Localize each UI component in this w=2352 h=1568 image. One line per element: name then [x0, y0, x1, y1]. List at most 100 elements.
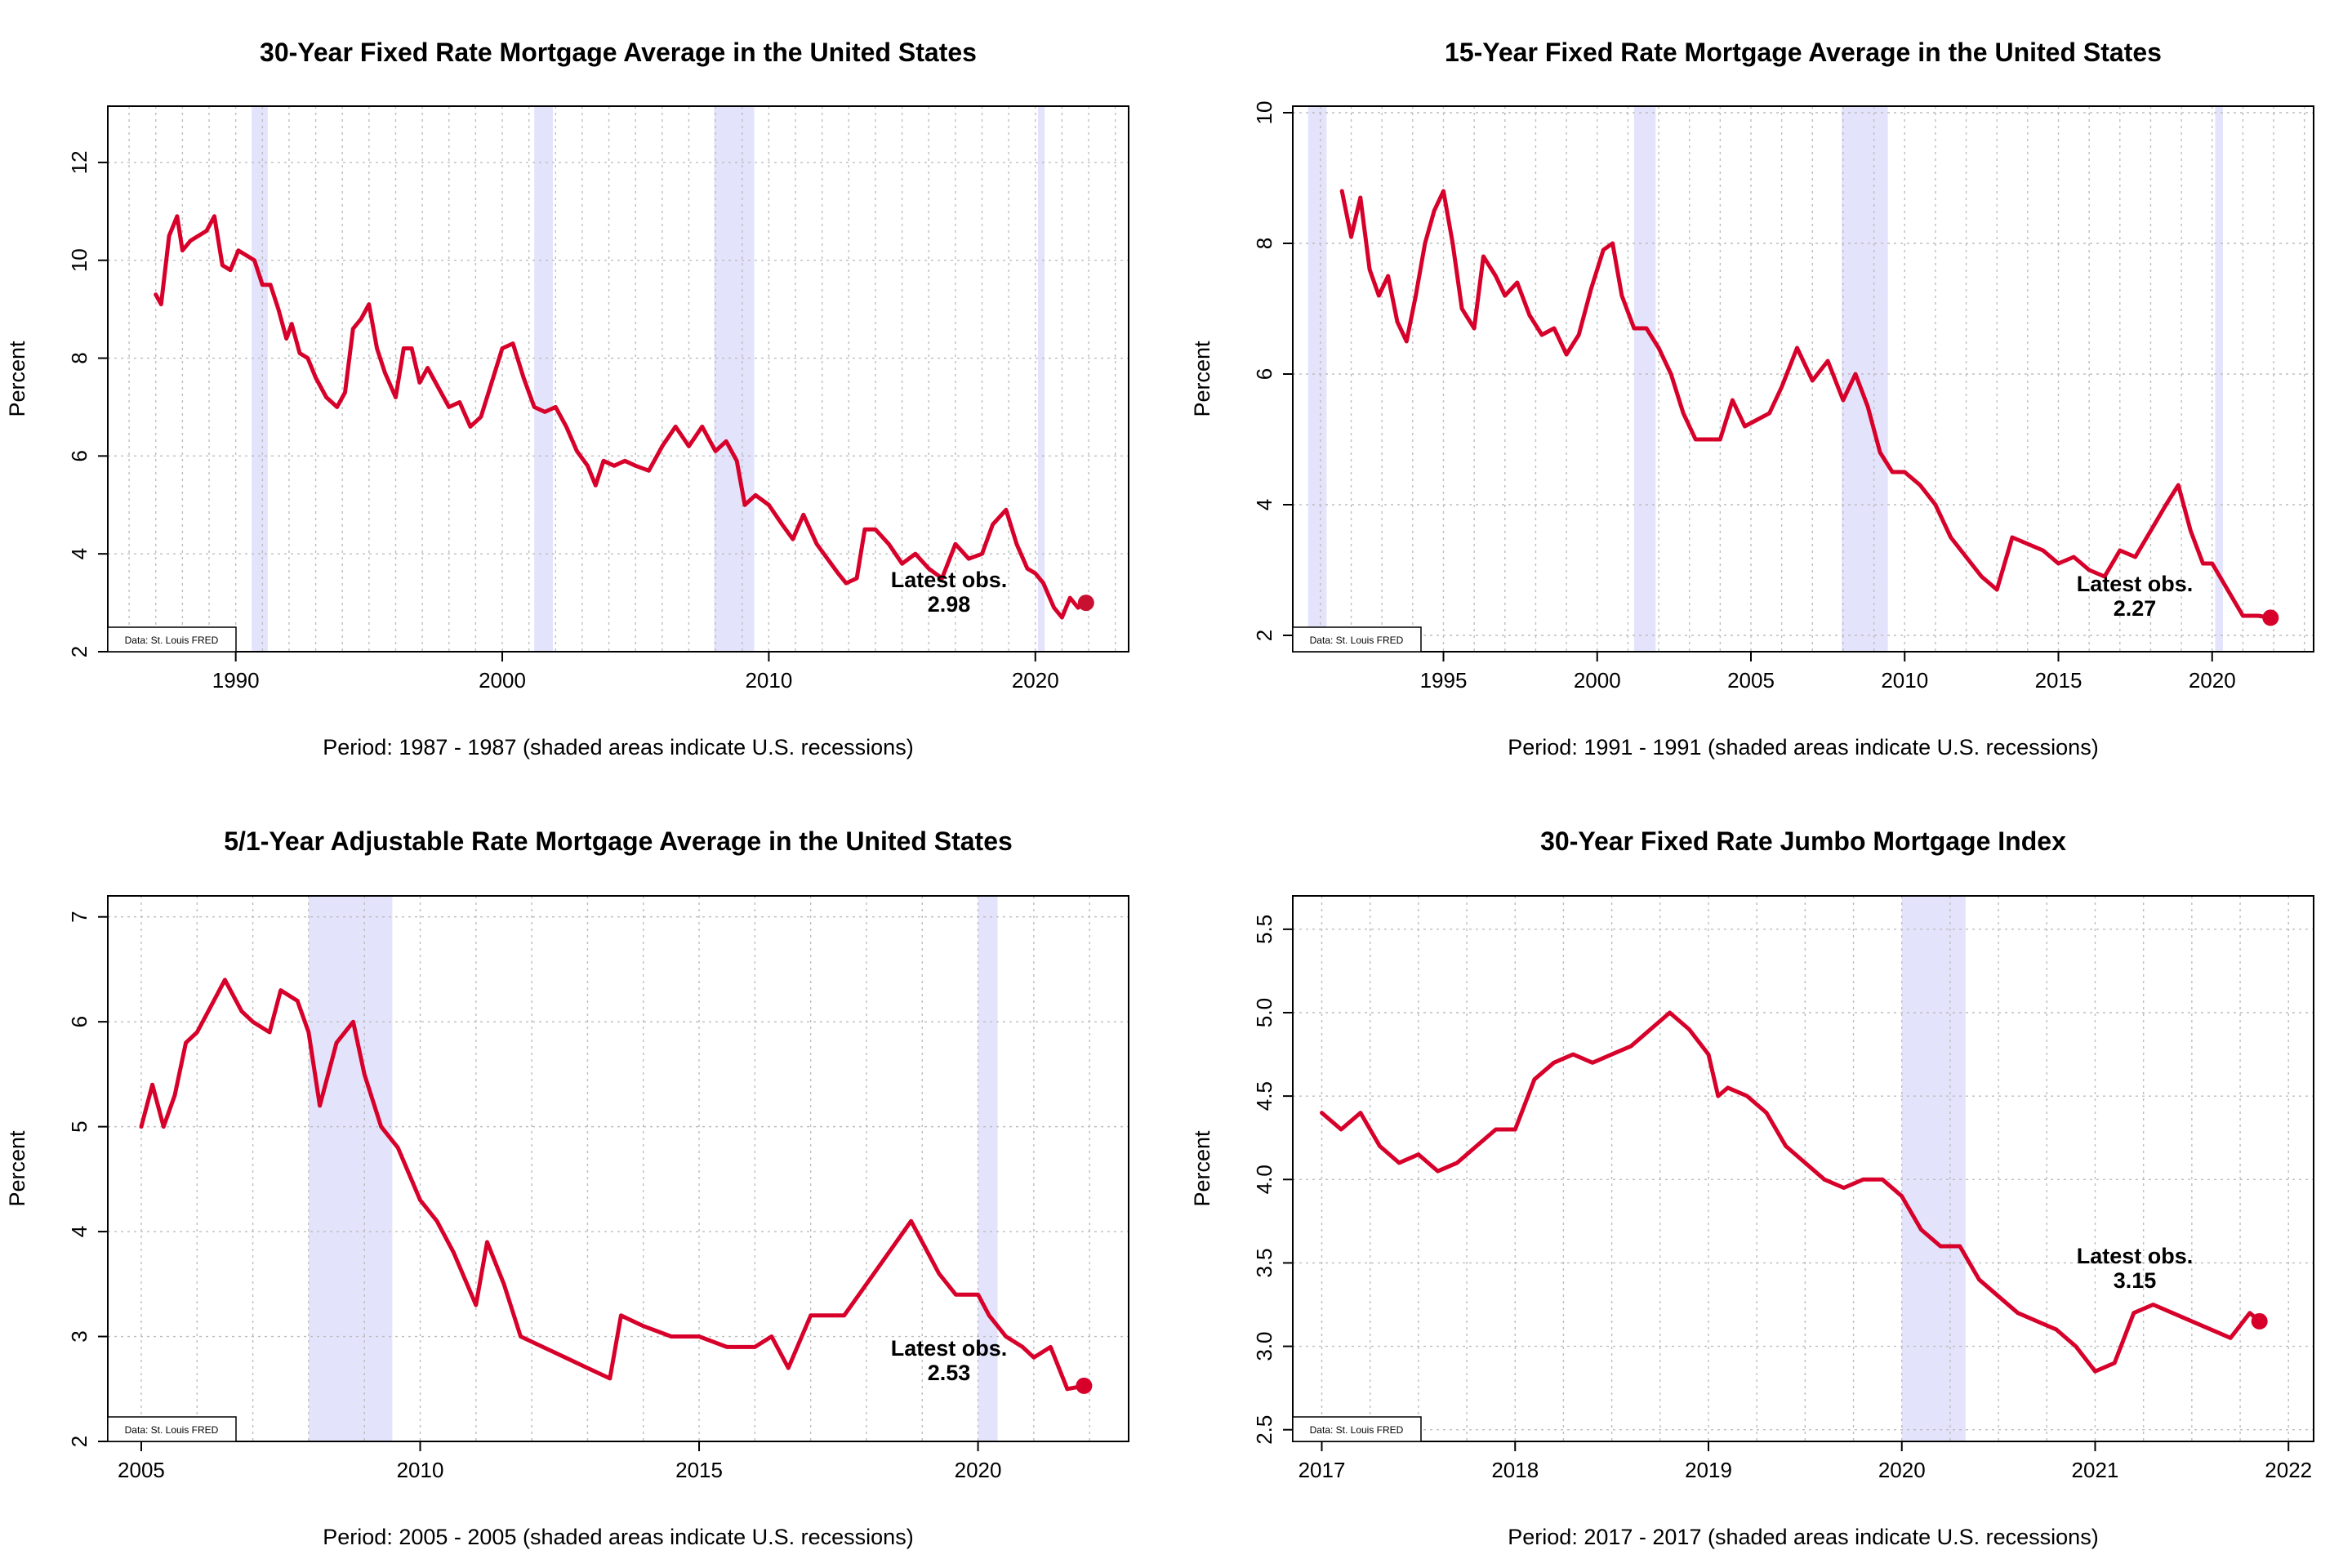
- source-text: Data: St. Louis FRED: [1310, 1424, 1404, 1436]
- y-axis-label: Percent: [5, 341, 29, 417]
- x-tick-label: 1990: [212, 668, 260, 693]
- latest-obs-value: 3.15: [2114, 1268, 2157, 1293]
- source-text: Data: St. Louis FRED: [125, 1424, 219, 1436]
- x-tick-label: 2020: [1012, 668, 1059, 693]
- y-axis-label: Percent: [1190, 341, 1214, 417]
- source-box: Data: St. Louis FRED: [107, 626, 237, 653]
- y-tick-label: 12: [67, 150, 91, 174]
- y-tick-label: 2: [67, 646, 91, 657]
- y-tick-label: 10: [67, 248, 91, 272]
- latest-obs-label: Latest obs.: [2077, 572, 2194, 596]
- series-line: [1320, 1010, 2262, 1374]
- source-text: Data: St. Louis FRED: [125, 635, 219, 646]
- plot-frame: [107, 895, 1129, 1442]
- recession-band: [714, 106, 755, 652]
- chart-15yr-fixed: 15-Year Fixed Rate Mortgage Average in t…: [1190, 38, 2314, 760]
- x-tick-label: 2019: [1685, 1458, 1732, 1482]
- recession-band: [1842, 106, 1888, 652]
- x-tick-label: 2020: [2189, 668, 2236, 693]
- y-tick-label: 6: [67, 450, 91, 461]
- y-tick-label: 8: [1252, 238, 1276, 249]
- x-tick-label: 2022: [2265, 1458, 2312, 1482]
- latest-obs-point: [1076, 1377, 1093, 1394]
- chart-30yr-fixed: 30-Year Fixed Rate Mortgage Average in t…: [5, 38, 1129, 760]
- latest-obs-point: [1077, 595, 1094, 612]
- chart-title: 15-Year Fixed Rate Mortgage Average in t…: [1445, 38, 2162, 67]
- recession-band: [1038, 106, 1045, 652]
- chart-title: 30-Year Fixed Rate Mortgage Average in t…: [260, 38, 977, 67]
- x-tick-label: 2000: [1574, 668, 1621, 693]
- x-tick-label: 2005: [118, 1458, 165, 1482]
- latest-obs-annotation: Latest obs. 2.27: [2077, 572, 2194, 621]
- latest-obs-label: Latest obs.: [891, 568, 1008, 592]
- y-tick-label: 3.5: [1252, 1248, 1276, 1277]
- y-tick-label: 2.5: [1252, 1415, 1276, 1445]
- x-tick-label: 2010: [745, 668, 792, 693]
- x-tick-label: 2020: [955, 1458, 1002, 1482]
- y-tick-label: 4: [67, 548, 91, 559]
- plot-frame: [107, 105, 1129, 653]
- latest-obs-label: Latest obs.: [2077, 1244, 2194, 1268]
- latest-obs-annotation: Latest obs. 3.15: [2077, 1244, 2194, 1293]
- y-tick-label: 4.5: [1252, 1081, 1276, 1111]
- recession-band: [1633, 106, 1656, 652]
- source-box: Data: St. Louis FRED: [1292, 626, 1422, 653]
- y-tick-label: 6: [67, 1016, 91, 1027]
- series-line: [154, 214, 1089, 620]
- series-line: [139, 978, 1086, 1392]
- y-tick-label: 4: [1252, 499, 1276, 510]
- latest-obs-value: 2.98: [928, 592, 971, 617]
- latest-obs-point: [2262, 609, 2279, 626]
- source-box: Data: St. Louis FRED: [107, 1416, 237, 1442]
- x-tick-label: 2015: [675, 1458, 723, 1482]
- x-tick-label: 2017: [1298, 1458, 1346, 1482]
- latest-obs-annotation: Latest obs. 2.98: [891, 568, 1008, 617]
- y-tick-label: 5: [67, 1120, 91, 1132]
- source-box: Data: St. Louis FRED: [1292, 1416, 1422, 1442]
- x-tick-label: 2005: [1727, 668, 1775, 693]
- latest-obs-value: 2.53: [928, 1361, 971, 1385]
- recession-band: [1901, 896, 1966, 1441]
- latest-obs-value: 2.27: [2114, 596, 2157, 621]
- recession-band: [252, 106, 268, 652]
- y-tick-label: 5.5: [1252, 915, 1276, 944]
- plot-frame: [1292, 105, 2314, 653]
- chart-title: 30-Year Fixed Rate Jumbo Mortgage Index: [1540, 826, 2066, 856]
- x-tick-label: 1995: [1420, 668, 1468, 693]
- x-tick-label: 2015: [2035, 668, 2082, 693]
- y-tick-label: 3: [67, 1330, 91, 1342]
- x-axis-label: Period: 2005 - 2005 (shaded areas indica…: [323, 1525, 913, 1549]
- chart-5-1-arm: 5/1-Year Adjustable Rate Mortgage Averag…: [5, 826, 1129, 1549]
- y-tick-label: 6: [1252, 368, 1276, 380]
- y-axis-label: Percent: [1190, 1130, 1214, 1207]
- y-tick-label: 2: [67, 1436, 91, 1447]
- y-tick-label: 10: [1252, 101, 1276, 125]
- y-tick-label: 4: [67, 1226, 91, 1237]
- y-tick-label: 4.0: [1252, 1165, 1276, 1194]
- y-axis-label: Percent: [5, 1130, 29, 1207]
- x-tick-label: 2000: [479, 668, 526, 693]
- y-tick-label: 7: [67, 911, 91, 922]
- y-tick-label: 2: [1252, 630, 1276, 641]
- source-text: Data: St. Louis FRED: [1310, 635, 1404, 646]
- x-axis-label: Period: 1987 - 1987 (shaded areas indica…: [323, 735, 913, 760]
- y-tick-label: 3.0: [1252, 1331, 1276, 1361]
- plot-frame: [1292, 895, 2314, 1442]
- recession-band: [2215, 106, 2223, 652]
- recession-band: [1307, 106, 1327, 652]
- chart-title: 5/1-Year Adjustable Rate Mortgage Averag…: [224, 826, 1013, 856]
- latest-obs-point: [2251, 1312, 2268, 1330]
- y-tick-label: 8: [67, 352, 91, 363]
- x-tick-label: 2018: [1491, 1458, 1539, 1482]
- recession-band: [534, 106, 553, 652]
- x-axis-label: Period: 2017 - 2017 (shaded areas indica…: [1508, 1525, 2098, 1549]
- latest-obs-annotation: Latest obs. 2.53: [891, 1336, 1008, 1385]
- latest-obs-label: Latest obs.: [891, 1336, 1008, 1361]
- chart-jumbo-30yr: 30-Year Fixed Rate Jumbo Mortgage Index …: [1190, 826, 2314, 1549]
- y-tick-label: 5.0: [1252, 998, 1276, 1027]
- x-tick-label: 2010: [1881, 668, 1928, 693]
- series-line: [1339, 189, 2273, 620]
- x-tick-label: 2021: [2072, 1458, 2119, 1482]
- x-axis-label: Period: 1991 - 1991 (shaded areas indica…: [1508, 735, 2098, 760]
